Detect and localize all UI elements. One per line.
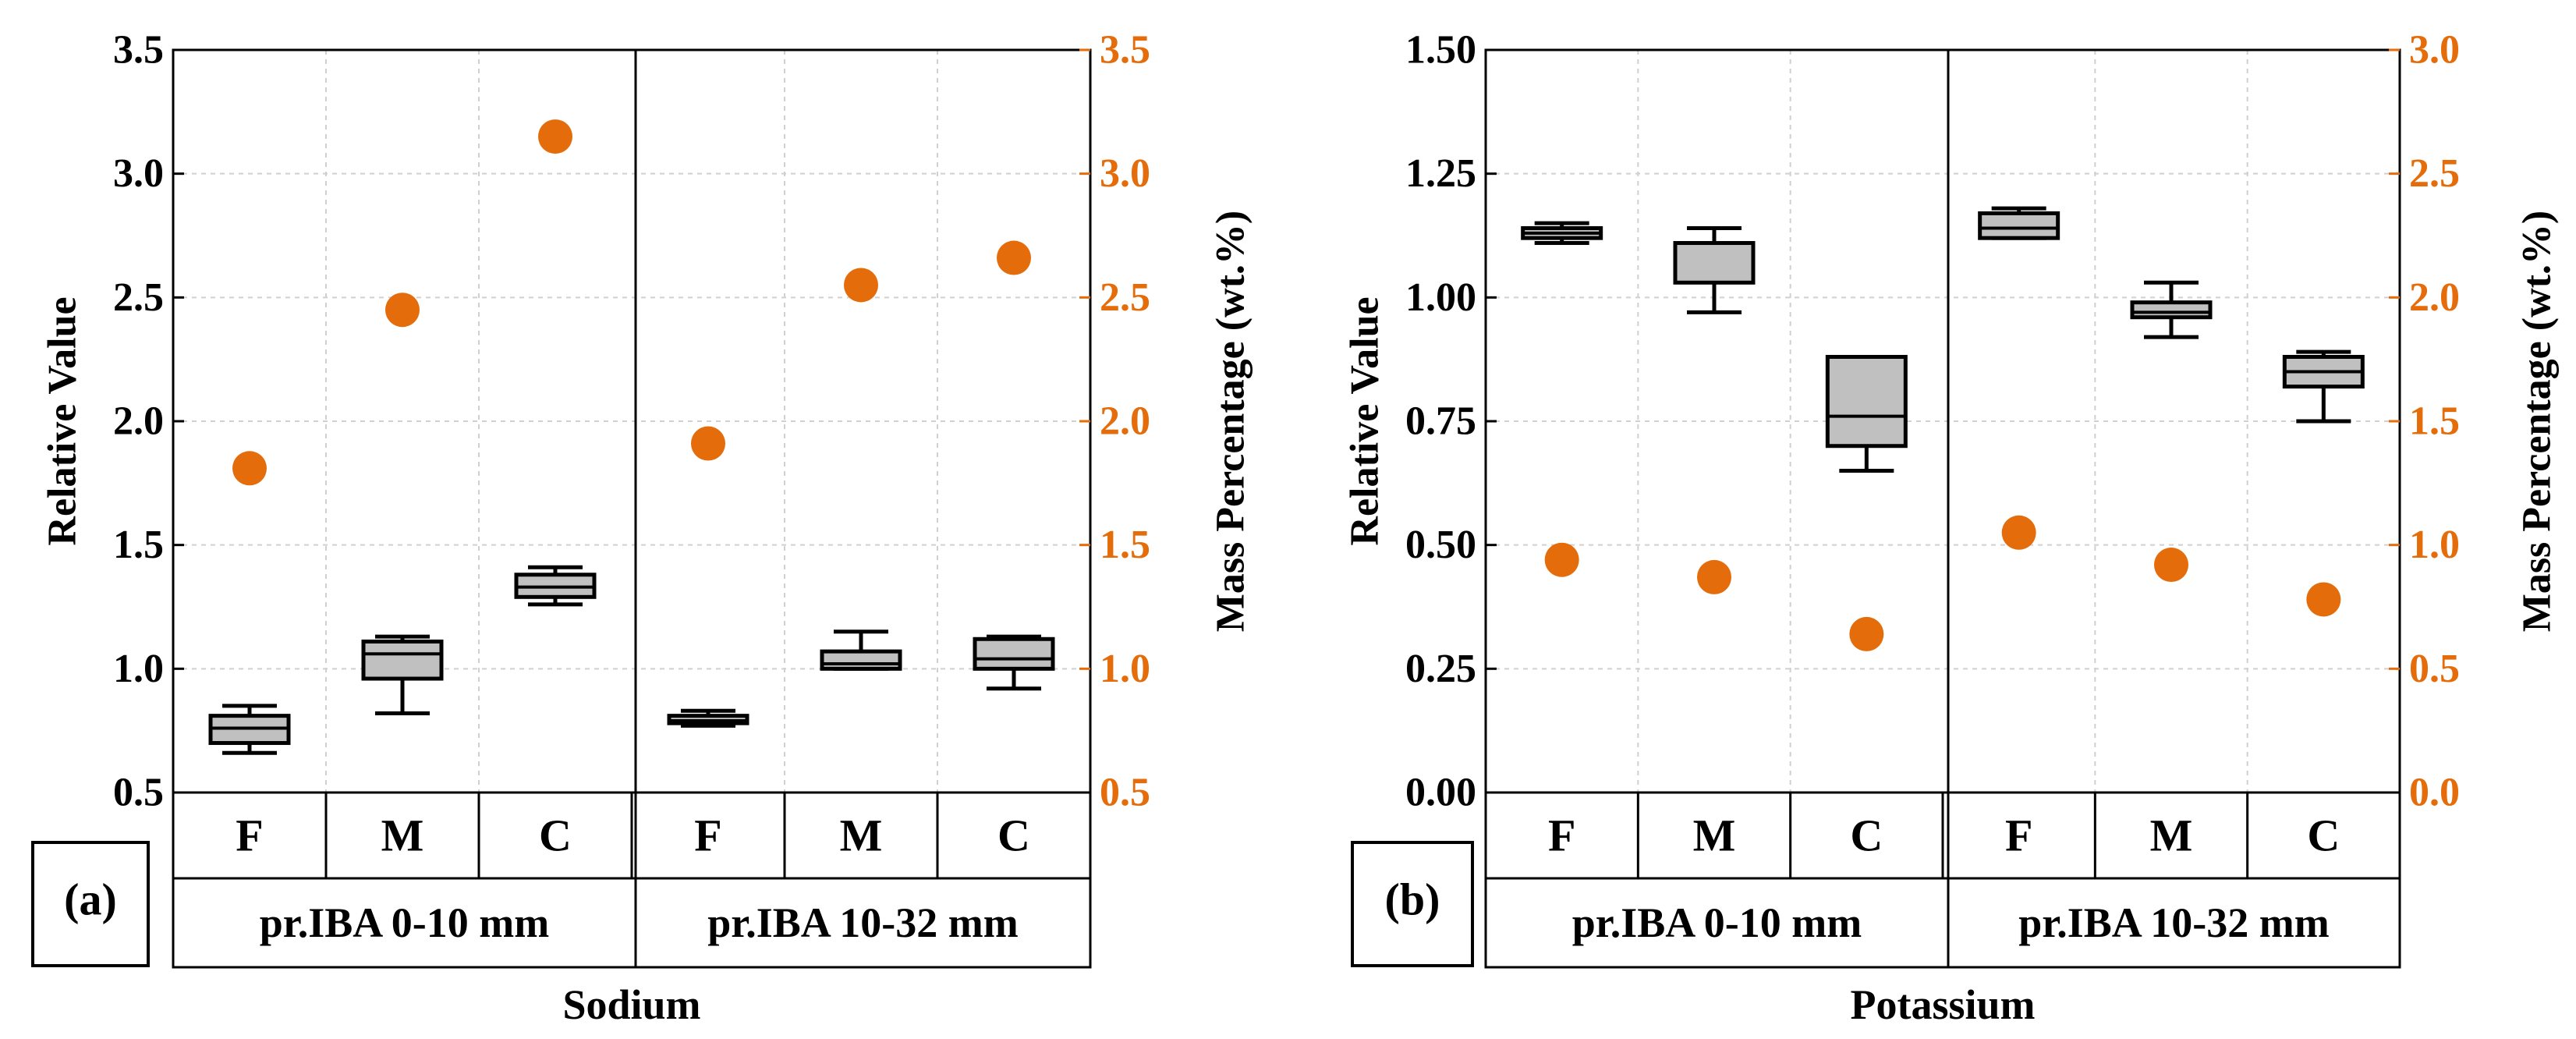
left-tick-label: 0.25 [1405,647,1476,691]
category-label: M [2150,810,2193,861]
category-label: C [1850,810,1883,861]
category-label: F [694,810,721,861]
panel-label-box [31,841,150,967]
mass-percentage-point [2001,515,2036,550]
box-c-group2 [973,634,1055,691]
mass-percentage-point [844,268,878,303]
panel-label: (a) [64,874,117,925]
mass-percentage-point [1849,616,1884,651]
right-tick-label: 0.5 [1100,771,1150,815]
category-label: C [539,810,572,861]
box-body [1978,211,2060,240]
box-body [2130,300,2213,320]
group-label: pr.IBA 0-10 mm [1572,899,1862,946]
x-axis-title: Potassium [1850,981,2035,1028]
category-label: C [2307,810,2340,861]
box-m-group2 [2130,280,2213,339]
right-tick-label: 2.0 [1100,399,1150,444]
right-tick-label: 3.5 [1100,28,1150,73]
y-axis-left-title: Relative Value [1343,296,1387,545]
box-c-group1 [514,565,597,607]
y-axis-right-title: Mass Percentage (wt.%) [1209,211,1253,633]
right-tick-label: 0.5 [2409,647,2460,691]
left-tick-label: 0.00 [1405,771,1476,815]
left-tick-label: 1.00 [1405,275,1476,320]
mass-percentage-point [1697,559,1731,594]
box-body [361,639,444,681]
category-label: M [840,810,883,861]
box-body [1825,354,1908,449]
left-tick-label: 0.50 [1405,523,1476,567]
box-f-group2 [1978,206,2060,240]
box-m-group1 [1673,225,1756,314]
left-tick-label: 1.25 [1405,151,1476,196]
right-tick-label: 3.0 [1100,151,1150,196]
box-m-group2 [820,629,902,671]
box-body [820,649,902,671]
box-body [1673,241,1756,285]
x-axis-title: Sodium [562,981,700,1028]
mass-percentage-point [232,451,267,486]
box-f-group1 [208,704,291,755]
mass-percentage-point [691,426,725,461]
left-tick-label: 0.5 [113,771,164,815]
mass-percentage-point [2154,548,2188,583]
group-label: pr.IBA 10-32 mm [707,899,1019,946]
box-body [973,637,1055,671]
mass-percentage-point [538,119,572,154]
right-tick-label: 1.5 [1100,523,1150,567]
mass-percentage-point [997,240,1031,275]
box-f-group1 [1521,221,1603,246]
category-label: M [381,810,424,861]
right-tick-label: 1.5 [2409,399,2460,444]
mass-percentage-point [385,293,420,328]
category-label: F [236,810,263,861]
mass-percentage-point [2306,582,2341,617]
right-tick-label: 0.0 [2409,771,2460,815]
right-tick-label: 2.5 [2409,151,2460,196]
left-tick-label: 0.75 [1405,399,1476,444]
right-tick-label: 1.0 [1100,647,1150,691]
left-tick-label: 1.0 [113,647,164,691]
left-tick-label: 3.5 [113,28,164,73]
y-axis-left-title: Relative Value [41,296,85,545]
right-tick-label: 1.0 [2409,523,2460,567]
panel-label-box [1351,841,1474,967]
group-label: pr.IBA 10-32 mm [2018,899,2330,946]
category-label: F [2005,810,2032,861]
box-c-group1 [1825,354,1908,473]
left-tick-label: 1.50 [1405,28,1476,73]
left-tick-label: 1.5 [113,523,164,567]
right-tick-label: 2.0 [2409,275,2460,320]
left-tick-label: 3.0 [113,151,164,196]
group-label: pr.IBA 0-10 mm [260,899,550,946]
right-tick-label: 3.0 [2409,28,2460,73]
box-m-group1 [361,634,444,715]
panel-label: (b) [1385,874,1440,925]
category-label: C [997,810,1030,861]
box-c-group2 [2282,349,2365,424]
category-label: F [1548,810,1575,861]
y-axis-right-title: Mass Percentage (wt.%) [2515,211,2560,633]
category-label: M [1693,810,1736,861]
box-f-group2 [667,708,749,728]
mass-percentage-point [1544,542,1579,577]
left-tick-label: 2.0 [113,399,164,444]
left-tick-label: 2.5 [113,275,164,320]
right-tick-label: 2.5 [1100,275,1150,320]
